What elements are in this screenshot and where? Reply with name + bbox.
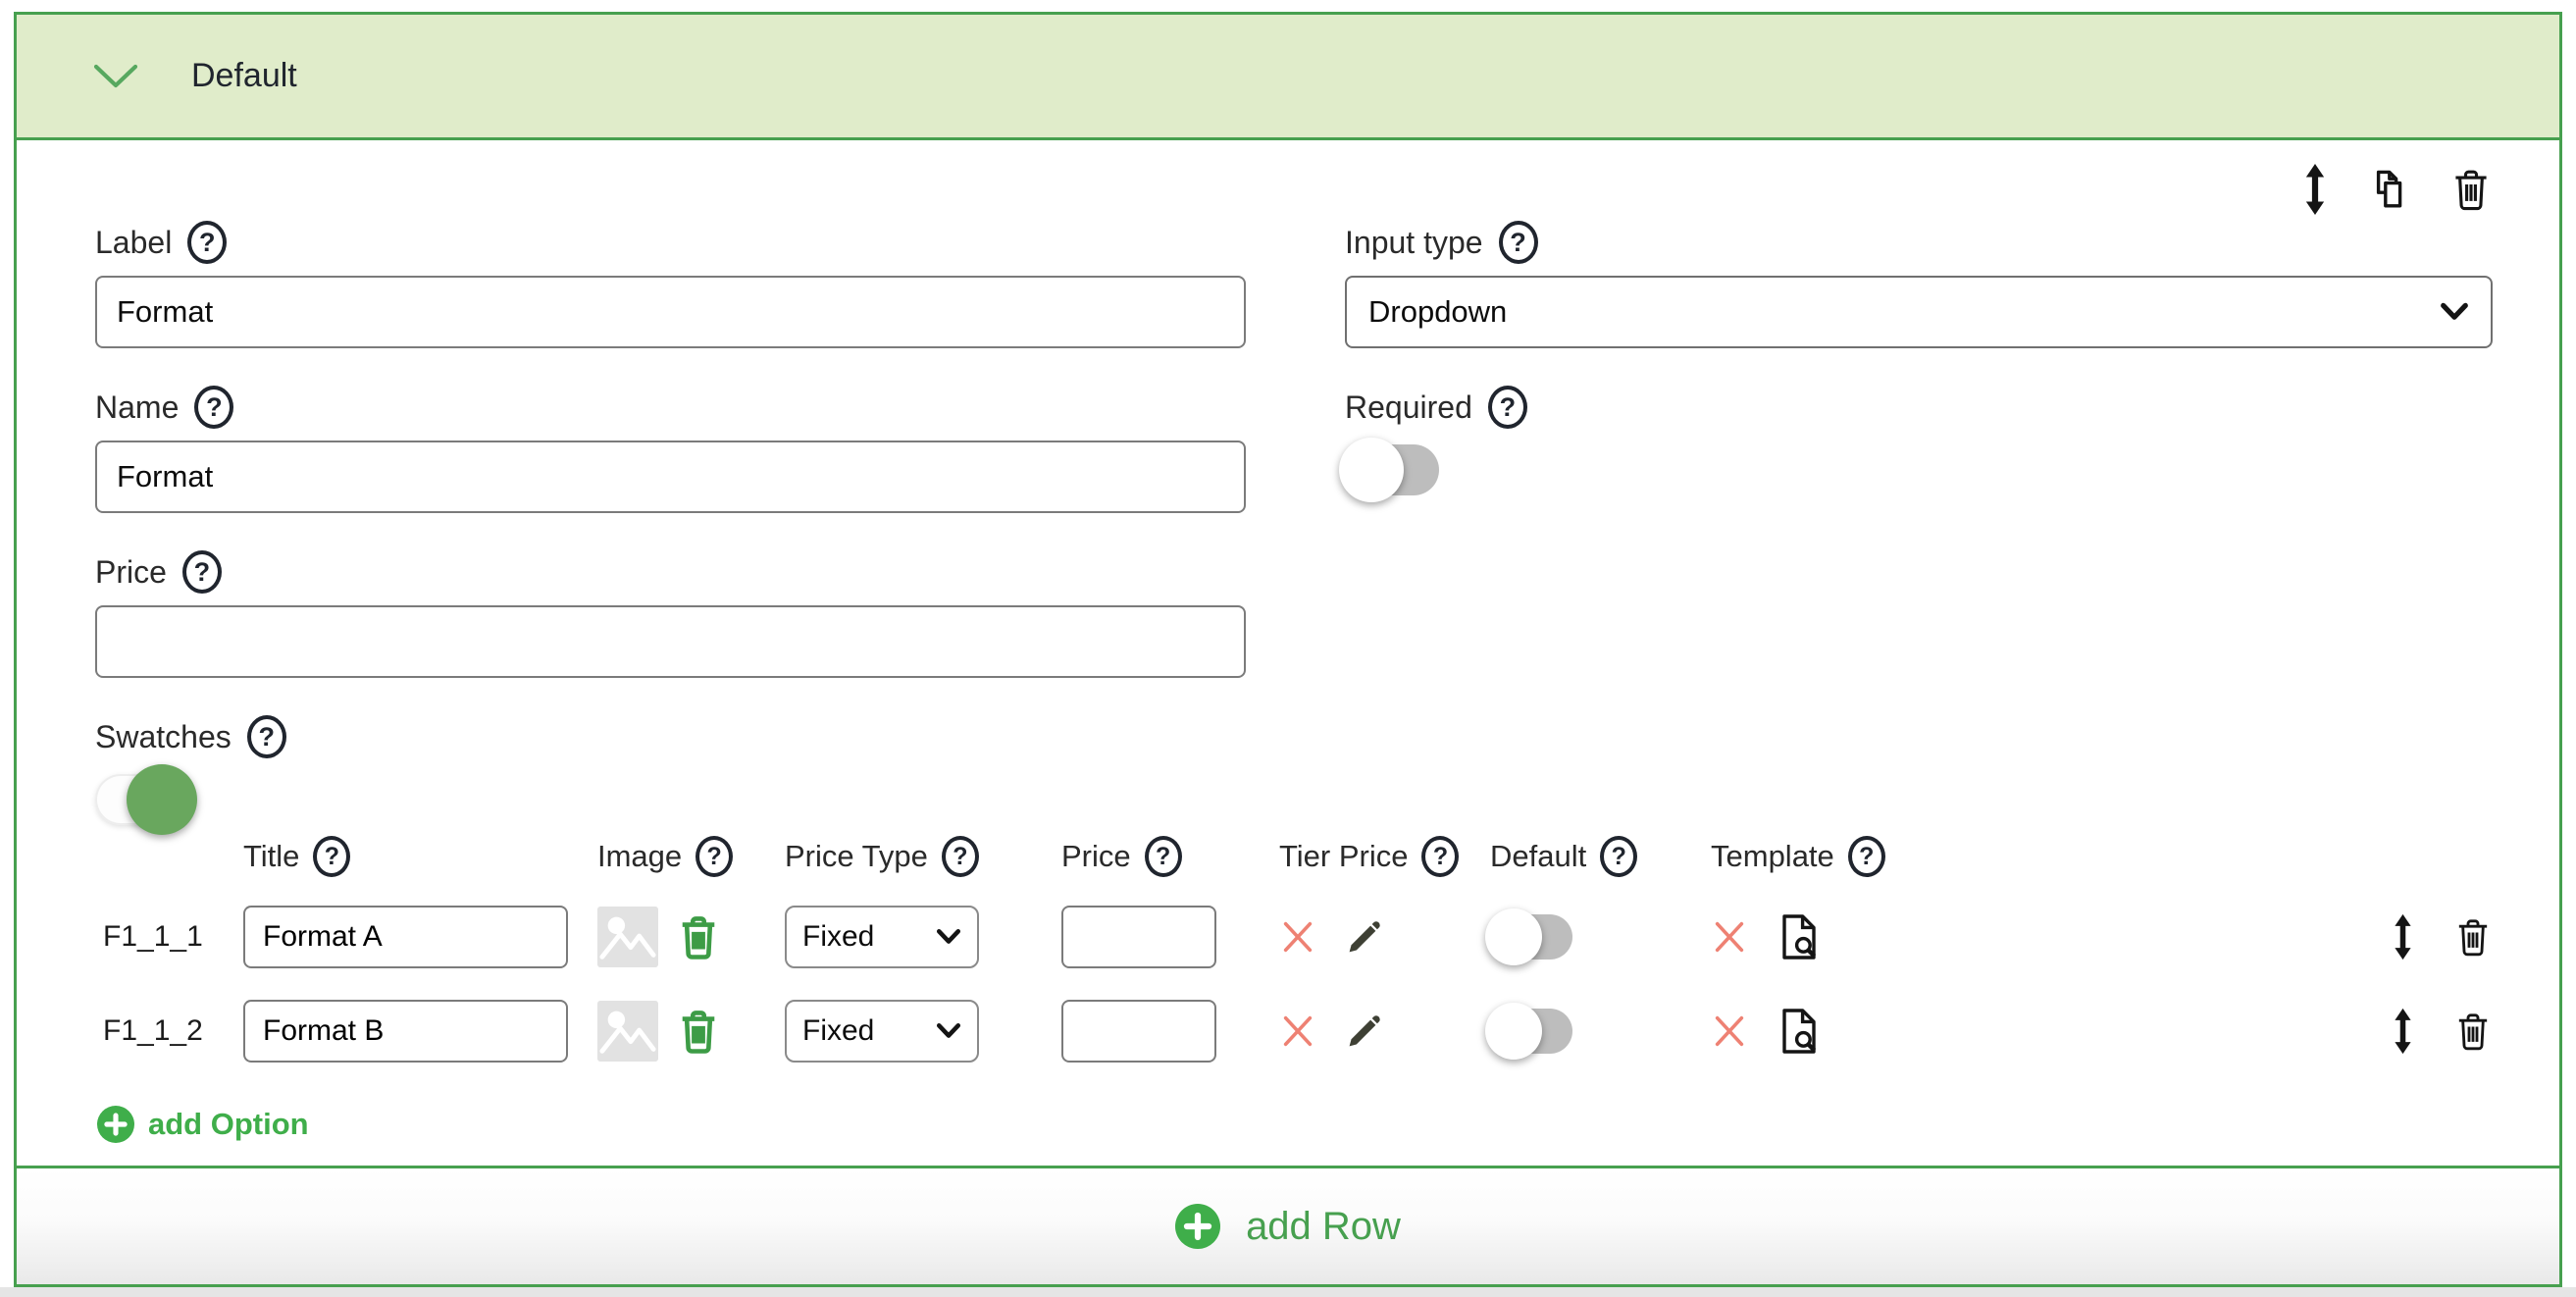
panel-title: Default (191, 57, 297, 94)
help-icon[interactable]: ? (1144, 836, 1182, 877)
remove-tier-price-icon[interactable] (1279, 918, 1316, 956)
delete-image-icon[interactable] (676, 1007, 721, 1056)
edit-tier-price-icon[interactable] (1344, 1011, 1385, 1052)
delete-image-icon[interactable] (676, 912, 721, 961)
element-toolbar (95, 162, 2493, 217)
option-price-input[interactable] (1061, 906, 1216, 968)
plus-circle-icon (97, 1106, 134, 1143)
duplicate-icon[interactable] (2365, 166, 2412, 213)
option-title-input[interactable] (243, 1000, 568, 1063)
edit-tier-price-icon[interactable] (1344, 916, 1385, 958)
help-icon[interactable]: ? (194, 386, 234, 429)
price-type-selected-value: Fixed (802, 920, 875, 953)
remove-template-icon[interactable] (1711, 1012, 1748, 1050)
col-header-image: Image (597, 839, 683, 873)
help-icon[interactable]: ? (187, 221, 228, 264)
col-header-default: Default (1490, 839, 1587, 873)
field-group-name: Name ? (95, 384, 1246, 513)
help-icon[interactable]: ? (1600, 836, 1638, 877)
field-group-swatches: Swatches ? (95, 713, 1246, 835)
panel-header[interactable]: Default (17, 15, 2559, 140)
col-header-price: Price (1061, 839, 1131, 873)
help-icon[interactable]: ? (1847, 836, 1885, 877)
add-row-label: add Row (1246, 1204, 1401, 1248)
label-field-input[interactable] (95, 276, 1246, 348)
option-row-id: F1_1_1 (103, 920, 203, 953)
add-option-label: add Option (148, 1107, 309, 1141)
help-icon[interactable]: ? (1498, 221, 1538, 264)
remove-tier-price-icon[interactable] (1279, 1012, 1316, 1050)
swatches-toggle[interactable] (95, 764, 197, 835)
price-type-select[interactable]: Fixed (785, 1000, 979, 1063)
delete-icon[interactable] (2449, 166, 2493, 213)
price-type-select[interactable]: Fixed (785, 906, 979, 968)
help-icon[interactable]: ? (181, 550, 222, 594)
move-option-icon[interactable] (2392, 913, 2414, 960)
panel-body: Label ? Input type ? Dropdown (17, 162, 2559, 1190)
col-header-price-type: Price Type (785, 839, 928, 873)
chevron-down-icon (2441, 302, 2468, 320)
option-row: F1_1_1 (95, 906, 2493, 968)
option-row: F1_1_2 (95, 1000, 2493, 1063)
col-header-tier-price: Tier Price (1279, 839, 1409, 873)
delete-option-icon[interactable] (2453, 915, 2493, 959)
name-field-input[interactable] (95, 441, 1246, 513)
options-table: Title? Image? Price Type? Price? Tier Pr… (95, 833, 2493, 1148)
image-placeholder-icon[interactable] (597, 1001, 658, 1062)
move-icon[interactable] (2302, 163, 2328, 216)
page-background-strip (0, 1287, 2576, 1297)
field-group-label: Label ? (95, 219, 1246, 348)
chevron-down-icon[interactable] (93, 64, 138, 89)
preview-template-icon[interactable] (1776, 911, 1823, 962)
field-group-required: Required ? (1339, 384, 2493, 513)
field-group-input-type: Input type ? Dropdown (1345, 219, 2493, 348)
help-icon[interactable]: ? (941, 836, 979, 877)
name-field-label: Name (95, 389, 180, 425)
preview-template-icon[interactable] (1776, 1006, 1823, 1057)
help-icon[interactable]: ? (1487, 386, 1527, 429)
image-placeholder-icon[interactable] (597, 907, 658, 967)
input-type-field-label: Input type (1345, 224, 1483, 260)
swatches-field-label: Swatches (95, 718, 232, 754)
price-type-selected-value: Fixed (802, 1014, 875, 1047)
price-field-label: Price (95, 553, 167, 590)
required-toggle[interactable] (1339, 438, 1439, 502)
help-icon[interactable]: ? (696, 836, 734, 877)
option-price-input[interactable] (1061, 1000, 1216, 1063)
add-option-button[interactable]: add Option (97, 1106, 309, 1143)
remove-template-icon[interactable] (1711, 918, 1748, 956)
delete-option-icon[interactable] (2453, 1010, 2493, 1053)
options-header-row: Title? Image? Price Type? Price? Tier Pr… (95, 833, 2493, 880)
price-field-input[interactable] (95, 605, 1246, 678)
help-icon[interactable]: ? (313, 836, 351, 877)
move-option-icon[interactable] (2392, 1008, 2414, 1055)
option-title-input[interactable] (243, 906, 568, 968)
option-default-toggle[interactable] (1485, 1003, 1572, 1060)
add-row-button[interactable]: add Row (17, 1166, 2559, 1284)
required-field-label: Required (1345, 389, 1472, 425)
help-icon[interactable]: ? (246, 715, 286, 758)
help-icon[interactable]: ? (1421, 836, 1460, 877)
option-default-toggle[interactable] (1485, 908, 1572, 965)
col-header-template: Template (1711, 839, 1834, 873)
chevron-down-icon (936, 929, 961, 944)
field-group-price: Price ? (95, 548, 1246, 678)
element-panel: Default Label ? (14, 12, 2562, 1287)
input-type-selected-value: Dropdown (1368, 294, 1508, 329)
col-header-title: Title (243, 839, 300, 873)
field-grid: Label ? Input type ? Dropdown (95, 219, 2493, 835)
label-field-label: Label (95, 224, 173, 260)
chevron-down-icon (936, 1023, 961, 1038)
option-row-id: F1_1_2 (103, 1014, 203, 1047)
plus-circle-icon (1175, 1204, 1221, 1249)
input-type-select[interactable]: Dropdown (1345, 276, 2493, 348)
